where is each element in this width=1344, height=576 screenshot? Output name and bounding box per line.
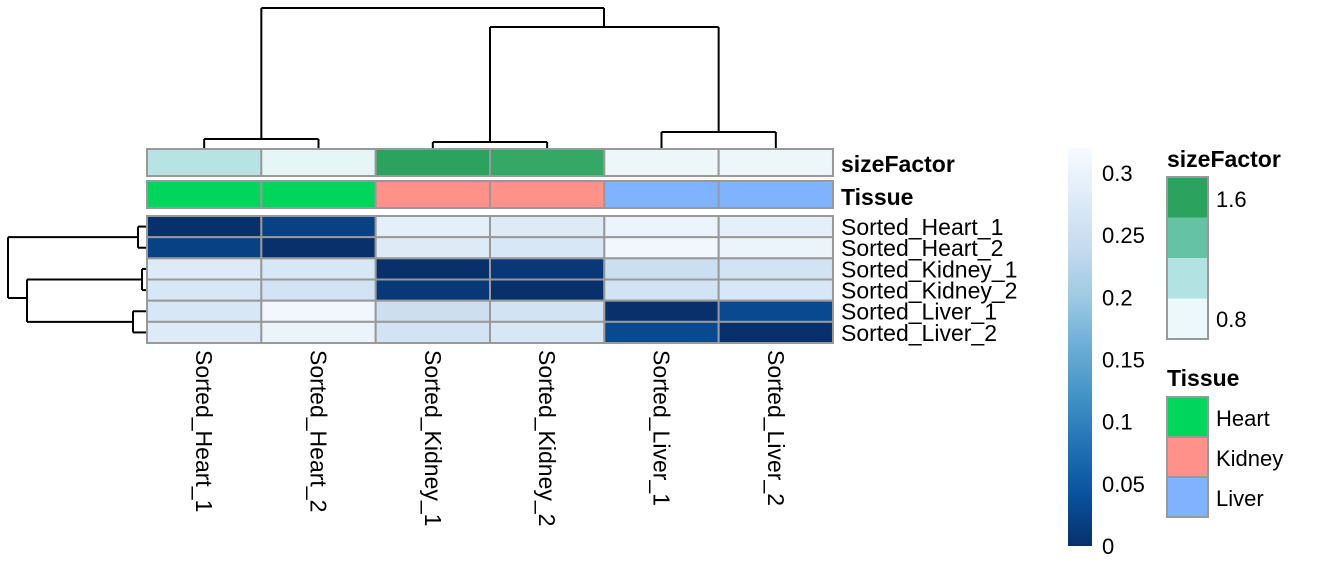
column-label-sorted-kidney-1: Sorted_Kidney_1 — [420, 350, 446, 526]
tissue-legend-swatch-liver — [1166, 476, 1209, 518]
heatmap-cell-sorted-liver-1-sorted-kidney-2 — [488, 299, 606, 323]
column-labels: Sorted_Heart_1 Sorted_Heart_2 Sorted_Kidne… — [191, 350, 789, 526]
sizefactor-cell-sorted-heart-2 — [260, 148, 377, 177]
annotation-tracks — [146, 148, 834, 209]
tissue-cell-sorted-kidney-1 — [374, 180, 491, 209]
sizefactor-legend-swatch — [1167, 258, 1208, 299]
color-scale-tick-label: 0.3 — [1102, 161, 1133, 186]
tissue-legend-label-kidney: Kidney — [1216, 446, 1283, 471]
heatmap-cell-sorted-liver-1-sorted-heart-2 — [260, 299, 377, 323]
sizefactor-cell-sorted-kidney-1 — [374, 148, 491, 177]
sizefactor-legend-swatch — [1167, 217, 1208, 258]
heatmap-cells — [146, 215, 834, 345]
heatmap-cell-sorted-kidney-1-sorted-kidney-1 — [374, 257, 491, 281]
heatmap-cell-sorted-kidney-1-sorted-heart-1 — [146, 257, 263, 281]
column-label-sorted-kidney-2: Sorted_Kidney_2 — [534, 350, 560, 526]
sizefactor-legend-tick: 1.6 — [1216, 187, 1247, 212]
heatmap-cell-sorted-kidney-1-sorted-liver-1 — [603, 257, 720, 281]
heatmap-cell-sorted-liver-2-sorted-heart-1 — [146, 320, 263, 345]
heatmap-cell-sorted-liver-1-sorted-kidney-1 — [374, 299, 491, 323]
heatmap-cell-sorted-kidney-2-sorted-heart-1 — [146, 278, 263, 302]
row-labels: Sorted_Heart_1Sorted_Heart_2Sorted_Kidne… — [841, 214, 1017, 346]
heatmap-cell-sorted-liver-2-sorted-liver-1 — [603, 320, 720, 345]
row-label-sorted-heart-2: Sorted_Heart_2 — [841, 235, 1003, 261]
heatmap-cell-sorted-kidney-1-sorted-heart-2 — [260, 257, 377, 281]
tissue-legend-swatch-heart — [1166, 396, 1209, 438]
column-label-sorted-liver-1: Sorted_Liver_1 — [648, 350, 674, 506]
heatmap-cell-sorted-heart-1-sorted-liver-1 — [603, 215, 720, 239]
heatmap-cell-sorted-kidney-2-sorted-kidney-2 — [488, 278, 606, 302]
tissue-legend-title: Tissue — [1167, 365, 1239, 391]
sizefactor-legend-swatch — [1167, 298, 1208, 339]
heatmap-cell-sorted-liver-1-sorted-liver-2 — [717, 299, 834, 323]
row-label-sorted-liver-2: Sorted_Liver_2 — [841, 320, 997, 346]
heatmap-cell-sorted-heart-2-sorted-liver-2 — [717, 236, 834, 260]
heatmap-cell-sorted-heart-2-sorted-kidney-2 — [488, 236, 606, 260]
heatmap-cell-sorted-kidney-2-sorted-liver-1 — [603, 278, 720, 302]
heatmap-cell-sorted-heart-2-sorted-kidney-1 — [374, 236, 491, 260]
color-scale-tick-label: 0.15 — [1102, 347, 1145, 372]
sizefactor-cell-sorted-liver-2 — [717, 148, 834, 177]
color-scale-bar — [1068, 148, 1092, 546]
heatmap-cell-sorted-heart-1-sorted-kidney-2 — [488, 215, 606, 239]
color-scale-tick-label: 0.1 — [1102, 410, 1133, 435]
heatmap-cell-sorted-liver-2-sorted-liver-2 — [717, 320, 834, 345]
sizefactor-legend-title: sizeFactor — [1167, 146, 1281, 172]
heatmap-cell-sorted-heart-2-sorted-heart-1 — [146, 236, 263, 260]
sizefactor-cell-sorted-heart-1 — [146, 148, 263, 177]
column-label-sorted-heart-1: Sorted_Heart_1 — [191, 350, 217, 512]
color-scale-legend: 0 0.05 0.1 0.15 0.2 0.25 0.3 — [1068, 148, 1145, 559]
row-label-sorted-kidney-2: Sorted_Kidney_2 — [841, 278, 1017, 304]
heatmap-cell-sorted-kidney-2-sorted-liver-2 — [717, 278, 834, 302]
sizefactor-legend: sizeFactor 1.6 0.8 — [1166, 146, 1281, 340]
sizefactor-legend-frame — [1166, 176, 1209, 340]
color-scale-tick-label: 0.05 — [1102, 472, 1145, 497]
heatmap-cell-sorted-heart-1-sorted-liver-2 — [717, 215, 834, 239]
tissue-legend-label-heart: Heart — [1216, 406, 1270, 431]
sizefactor-cell-sorted-kidney-2 — [488, 148, 606, 177]
heatmap-cell-sorted-kidney-2-sorted-kidney-1 — [374, 278, 491, 302]
sizefactor-legend-swatch — [1167, 177, 1208, 218]
heatmap-cell-sorted-liver-2-sorted-kidney-2 — [488, 320, 606, 345]
column-label-sorted-liver-2: Sorted_Liver_2 — [763, 350, 789, 506]
tissue-cell-sorted-kidney-2 — [488, 180, 606, 209]
annotation-label-tissue: Tissue — [841, 184, 913, 210]
sizefactor-legend-tick: 0.8 — [1216, 307, 1247, 332]
sizefactor-cell-sorted-liver-1 — [603, 148, 720, 177]
row-dendrogram — [7, 225, 146, 334]
tissue-cell-sorted-liver-2 — [717, 180, 834, 209]
heatmap-cell-sorted-kidney-1-sorted-kidney-2 — [488, 257, 606, 281]
column-dendrogram — [203, 7, 777, 148]
color-scale-tick-label: 0.2 — [1102, 285, 1133, 310]
heatmap-cell-sorted-kidney-1-sorted-liver-2 — [717, 257, 834, 281]
heatmap-cell-sorted-liver-2-sorted-heart-2 — [260, 320, 377, 345]
heatmap-cell-sorted-liver-2-sorted-kidney-1 — [374, 320, 491, 345]
heatmap-cell-sorted-heart-2-sorted-liver-1 — [603, 236, 720, 260]
color-scale-tick-label: 0.25 — [1102, 223, 1145, 248]
tissue-cell-sorted-liver-1 — [603, 180, 720, 209]
heatmap-cell-sorted-liver-1-sorted-liver-1 — [603, 299, 720, 323]
heatmap-cell-sorted-liver-1-sorted-heart-1 — [146, 299, 263, 323]
heatmap-cell-sorted-heart-1-sorted-heart-1 — [146, 215, 263, 239]
tissue-legend-label-liver: Liver — [1216, 486, 1264, 511]
row-label-sorted-kidney-1: Sorted_Kidney_1 — [841, 256, 1017, 282]
heatmap-cell-sorted-heart-1-sorted-kidney-1 — [374, 215, 491, 239]
heatmap-cell-sorted-kidney-2-sorted-heart-2 — [260, 278, 377, 302]
color-scale-tick-label: 0 — [1102, 534, 1114, 559]
tissue-cell-sorted-heart-1 — [146, 180, 263, 209]
annotation-label-sizefactor: sizeFactor — [841, 151, 955, 177]
tissue-cell-sorted-heart-2 — [260, 180, 377, 209]
heatmap-cell-sorted-heart-1-sorted-heart-2 — [260, 215, 377, 239]
heatmap-cell-sorted-heart-2-sorted-heart-2 — [260, 236, 377, 260]
column-label-sorted-heart-2: Sorted_Heart_2 — [305, 350, 331, 512]
row-label-sorted-liver-1: Sorted_Liver_1 — [841, 299, 997, 325]
tissue-legend: Tissue Heart Kidney Liver — [1166, 365, 1283, 518]
row-label-sorted-heart-1: Sorted_Heart_1 — [841, 214, 1003, 240]
tissue-legend-swatch-kidney — [1166, 436, 1209, 478]
